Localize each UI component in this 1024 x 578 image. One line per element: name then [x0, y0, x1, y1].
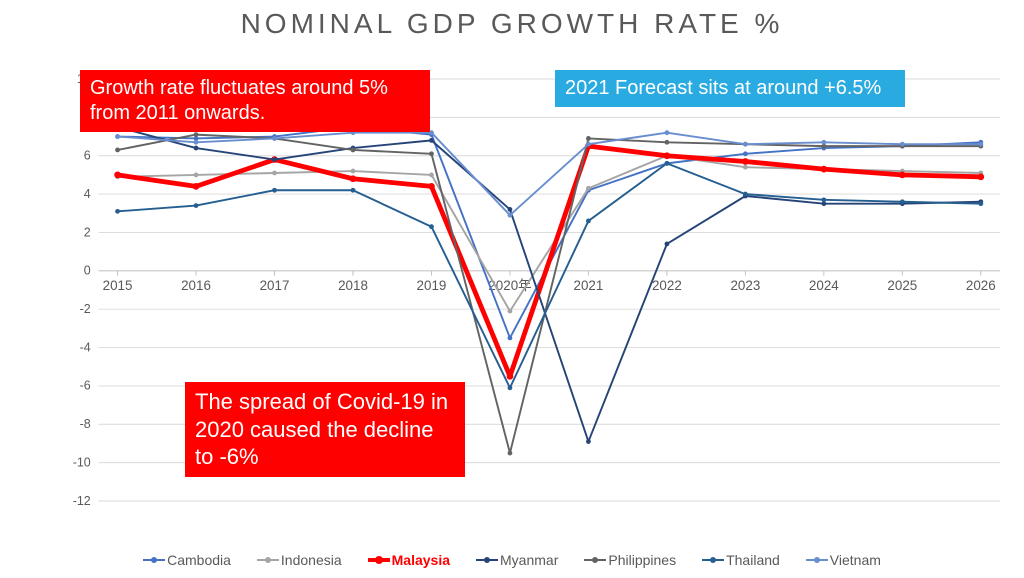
svg-text:2026: 2026 — [966, 278, 996, 293]
legend-item: Philippines — [584, 552, 676, 568]
svg-text:-2: -2 — [80, 302, 91, 316]
legend-label: Myanmar — [500, 552, 558, 568]
legend-item: Malaysia — [368, 552, 450, 568]
chart-title: NOMINAL GDP GROWTH RATE % — [0, 8, 1024, 40]
chart-legend: Cambodia Indonesia Malaysia Myanmar Philippi… — [0, 552, 1024, 568]
legend-label: Malaysia — [392, 552, 450, 568]
legend-label: Vietnam — [830, 552, 881, 568]
svg-text:2016: 2016 — [181, 278, 211, 293]
svg-text:2022: 2022 — [652, 278, 682, 293]
svg-text:-10: -10 — [73, 455, 91, 469]
legend-item: Indonesia — [257, 552, 342, 568]
annotation-covid-decline: The spread of Covid-19 in 2020 caused th… — [185, 382, 465, 477]
svg-text:2024: 2024 — [809, 278, 839, 293]
legend-item: Cambodia — [143, 552, 231, 568]
legend-label: Thailand — [726, 552, 780, 568]
svg-text:2015: 2015 — [103, 278, 133, 293]
svg-text:2019: 2019 — [417, 278, 447, 293]
legend-item: Thailand — [702, 552, 780, 568]
legend-label: Cambodia — [167, 552, 231, 568]
annotation-forecast-2021: 2021 Forecast sits at around +6.5% — [555, 70, 905, 107]
svg-text:0: 0 — [84, 264, 91, 278]
svg-text:-8: -8 — [80, 417, 91, 431]
chart-container: NOMINAL GDP GROWTH RATE % -12 -10 -8 -6 -4 -2… — [0, 0, 1024, 578]
svg-text:-12: -12 — [73, 494, 91, 508]
svg-text:2021: 2021 — [574, 278, 604, 293]
svg-text:2: 2 — [84, 225, 91, 239]
svg-text:4: 4 — [84, 187, 91, 201]
legend-item: Myanmar — [476, 552, 558, 568]
svg-text:-4: -4 — [80, 340, 91, 354]
legend-item: Vietnam — [806, 552, 881, 568]
svg-text:2018: 2018 — [338, 278, 368, 293]
svg-text:2023: 2023 — [730, 278, 760, 293]
svg-text:2017: 2017 — [260, 278, 290, 293]
annotation-growth-5pct: Growth rate fluctuates around 5% from 20… — [80, 70, 430, 132]
svg-text:-6: -6 — [80, 379, 91, 393]
svg-text:6: 6 — [84, 149, 91, 163]
legend-label: Indonesia — [281, 552, 342, 568]
svg-text:2025: 2025 — [887, 278, 917, 293]
legend-label: Philippines — [608, 552, 676, 568]
